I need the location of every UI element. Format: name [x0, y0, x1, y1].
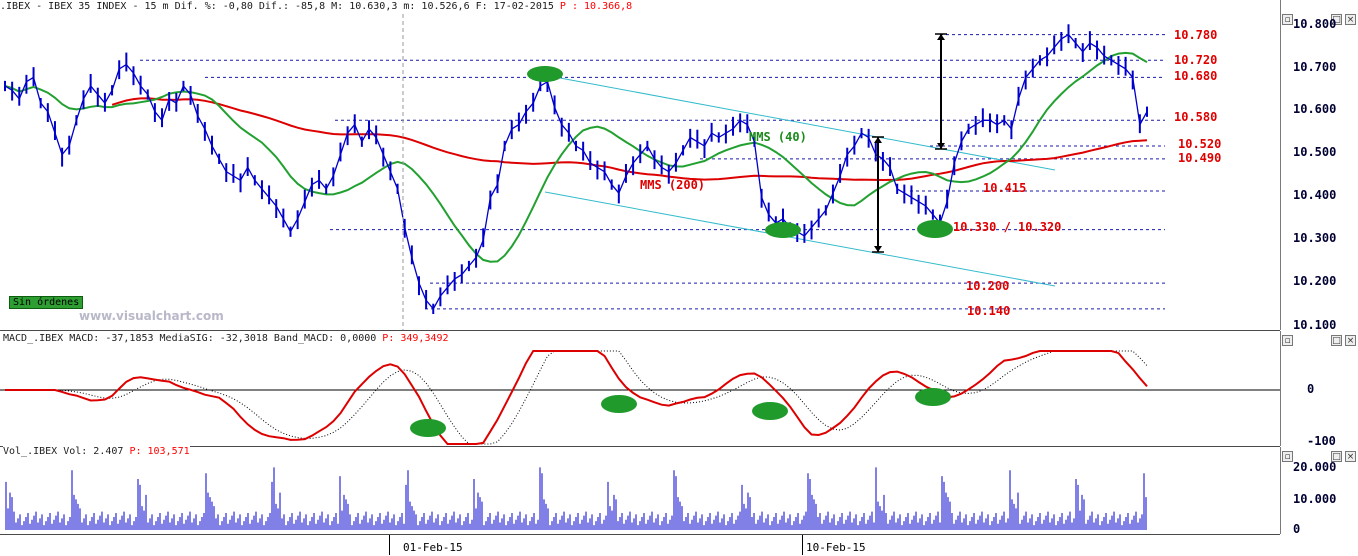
- mma200-label: MMS (200): [640, 178, 706, 192]
- highlight-ellipse: [527, 66, 563, 82]
- highlight-ellipse: [917, 220, 953, 238]
- macd-highlight-ellipse: [752, 402, 788, 420]
- channel-lower-line: [544, 191, 1056, 287]
- macd-signal-line: [5, 350, 1148, 445]
- vol-collapse-button[interactable]: ▫: [1282, 451, 1293, 462]
- price-panel: .IBEX - IBEX 35 INDEX - 15 m Dif. %: -0,…: [0, 0, 1280, 331]
- price-maximize-button[interactable]: □: [1331, 14, 1342, 25]
- price-tick: 10.700: [1293, 60, 1337, 74]
- price-tick: 10.400: [1293, 188, 1337, 202]
- level-label-10780: 10.780: [1174, 28, 1218, 42]
- macd-tick: 0: [1307, 382, 1315, 396]
- channel-upper-line: [559, 77, 1056, 171]
- macd-highlight-ellipse: [915, 388, 951, 406]
- level-label-10720: 10.720: [1174, 53, 1218, 67]
- price-close-button[interactable]: ×: [1345, 14, 1356, 25]
- price-chart: [4, 14, 1165, 330]
- vol-header-text: Vol_.IBEX Vol: 2.407: [3, 446, 130, 457]
- range-arrow-left-head: [874, 137, 882, 143]
- level-label-10330: 10.330 / 10.320: [953, 220, 1062, 234]
- price-tick: 10.100: [1293, 318, 1337, 332]
- macd-highlight-ellipse: [410, 419, 446, 437]
- macd-collapse-button[interactable]: ▫: [1282, 335, 1293, 346]
- level-label-10680: 10.680: [1174, 69, 1218, 83]
- price-tick: 10.500: [1293, 145, 1337, 159]
- macd-close-button[interactable]: ×: [1345, 335, 1356, 346]
- macd-panel: MACD_.IBEX MACD: -37,1853 MediaSIG: -32,…: [0, 331, 1280, 447]
- macd-header: MACD_.IBEX MACD: -37,1853 MediaSIG: -32,…: [3, 333, 449, 344]
- price-line: [4, 33, 1148, 311]
- vol-maximize-button[interactable]: □: [1331, 451, 1342, 462]
- price-header-text: .IBEX - IBEX 35 INDEX - 15 m Dif. %: -0,…: [0, 1, 560, 12]
- vol-header: Vol_.IBEX Vol: 2.407 P: 103,571: [3, 446, 190, 457]
- watermark-text: www.visualchart.com: [79, 309, 224, 323]
- volume-axis: ▫ □ × 20.000 10.000 0: [1280, 447, 1358, 536]
- range-arrow-left-tail: [874, 246, 882, 252]
- price-header-last: P : 10.366,8: [559, 1, 633, 12]
- price-collapse-button[interactable]: ▫: [1282, 14, 1293, 25]
- date-tick-mark: [802, 535, 803, 555]
- macd-header-text: MACD_.IBEX MACD: -37,1853 MediaSIG: -32,…: [3, 333, 383, 344]
- level-label-10580: 10.580: [1174, 110, 1218, 124]
- level-label-10200: 10.200: [966, 279, 1010, 293]
- vol-close-button[interactable]: ×: [1345, 451, 1356, 462]
- price-tick: 10.800: [1293, 17, 1337, 31]
- mma200-line: [111, 97, 1148, 182]
- highlight-ellipse: [765, 222, 801, 238]
- vol-tick: 10.000: [1293, 492, 1337, 506]
- date-tick-mark: [389, 535, 390, 555]
- macd-line: [5, 350, 1148, 445]
- date-label-feb01: 01-Feb-15: [403, 541, 463, 554]
- vol-tick: 20.000: [1293, 460, 1337, 474]
- volume-chart: [5, 467, 1147, 530]
- orders-badge[interactable]: Sin órdenes: [9, 296, 84, 309]
- macd-maximize-button[interactable]: □: [1331, 335, 1342, 346]
- price-tick: 10.600: [1293, 102, 1337, 116]
- range-arrow-right-tail: [937, 143, 945, 149]
- vol-tick: 0: [1293, 522, 1301, 536]
- macd-highlight-ellipse: [601, 395, 637, 413]
- level-label-10415: 10.415: [983, 181, 1027, 195]
- volume-panel: Vol_.IBEX Vol: 2.407 P: 103,571: [0, 446, 1280, 535]
- macd-header-last: P: 349,3492: [382, 333, 449, 344]
- level-label-10520: 10.520: [1178, 137, 1222, 151]
- macd-tick: -100: [1307, 434, 1336, 448]
- range-arrow-right-head: [937, 34, 945, 40]
- mma40-line: [4, 51, 1148, 263]
- price-tick: 10.300: [1293, 231, 1337, 245]
- level-label-10140: 10.140: [967, 304, 1011, 318]
- vol-header-last: P: 103,571: [129, 446, 190, 457]
- mma40-label: MMS (40): [749, 130, 807, 144]
- date-label-feb10: 10-Feb-15: [806, 541, 866, 554]
- macd-axis: ▫ □ × 0 -100: [1280, 331, 1358, 448]
- macd-chart: [0, 350, 1280, 445]
- level-label-10490: 10.490: [1178, 151, 1222, 165]
- price-tick: 10.200: [1293, 274, 1337, 288]
- date-axis: [0, 535, 1358, 556]
- price-header: .IBEX - IBEX 35 INDEX - 15 m Dif. %: -0,…: [0, 0, 1280, 13]
- price-axis: ▫ □ × 10.800 10.700 10.600 10.500 10.400…: [1280, 0, 1358, 332]
